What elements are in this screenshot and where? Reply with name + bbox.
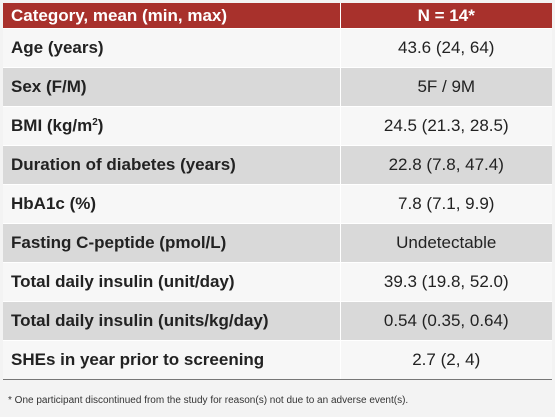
header-n: N = 14* [340,3,552,29]
table-row: HbA1c (%) 7.8 (7.1, 9.9) [3,184,552,224]
row-label-bmi: BMI (kg/m2) [3,106,341,146]
row-label-hba1c: HbA1c (%) [3,184,341,224]
row-label-sex: Sex (F/M) [3,67,341,107]
bmi-label-superscript: 2 [92,117,98,128]
row-value-hba1c: 7.8 (7.1, 9.9) [340,184,552,224]
bmi-label-close: ) [97,116,104,135]
row-label-age: Age (years) [3,28,341,68]
row-label-insulin-unit-day: Total daily insulin (unit/day) [3,262,341,302]
row-label-shes: SHEs in year prior to screening [3,340,341,380]
table-row: Total daily insulin (unit/day) 39.3 (19.… [3,262,552,302]
bmi-label-text: BMI (kg/m [11,116,93,135]
row-value-sex: 5F / 9M [340,67,552,107]
table-row: Fasting C-peptide (pmol/L) Undetectable [3,223,552,263]
row-label-duration: Duration of diabetes (years) [3,145,341,185]
demographics-table: Category, mean (min, max) N = 14* Age (y… [3,3,552,380]
row-value-age: 43.6 (24, 64) [340,28,552,68]
row-value-insulin-units-kg-day: 0.54 (0.35, 0.64) [340,301,552,341]
table-header-row: Category, mean (min, max) N = 14* [3,3,552,29]
table-footnote: * One participant discontinued from the … [8,395,409,406]
demographics-table-container: Category, mean (min, max) N = 14* Age (y… [3,3,552,380]
row-value-duration: 22.8 (7.8, 47.4) [340,145,552,185]
row-label-insulin-units-kg-day: Total daily insulin (units/kg/day) [3,301,341,341]
table-row: Sex (F/M) 5F / 9M [3,67,552,107]
row-label-c-peptide: Fasting C-peptide (pmol/L) [3,223,341,263]
row-value-insulin-unit-day: 39.3 (19.8, 52.0) [340,262,552,302]
table-row: SHEs in year prior to screening 2.7 (2, … [3,340,552,380]
table-row: Duration of diabetes (years) 22.8 (7.8, … [3,145,552,185]
table-row: Age (years) 43.6 (24, 64) [3,28,552,68]
header-category: Category, mean (min, max) [3,3,341,29]
row-value-c-peptide: Undetectable [340,223,552,263]
row-value-shes: 2.7 (2, 4) [340,340,552,380]
table-row: Total daily insulin (units/kg/day) 0.54 … [3,301,552,341]
row-value-bmi: 24.5 (21.3, 28.5) [340,106,552,146]
table-row: BMI (kg/m2) 24.5 (21.3, 28.5) [3,106,552,146]
